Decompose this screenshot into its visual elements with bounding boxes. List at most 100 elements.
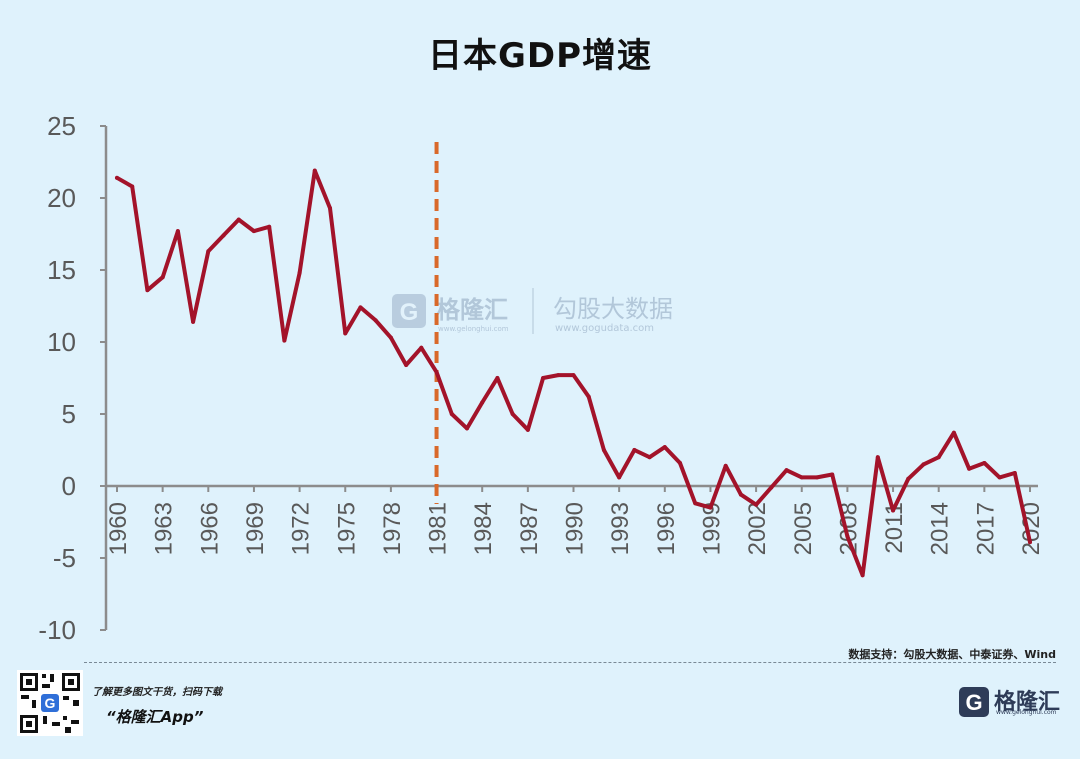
- data-point: [861, 573, 865, 577]
- gelonghui-logo-icon: G: [958, 686, 990, 718]
- y-tick-label: -5: [53, 543, 76, 573]
- x-tick-label: 1981: [425, 502, 452, 555]
- data-point: [511, 412, 515, 416]
- watermark-brand: 格隆汇: [436, 296, 508, 324]
- data-point: [572, 373, 576, 377]
- y-axis-ticks: 25 20 15 10 5 0 -5 -10: [38, 111, 106, 645]
- watermark: G 格隆汇 www.gelonghui.com 勾股大数据 www.goguda…: [392, 288, 673, 334]
- data-point: [556, 373, 560, 377]
- data-point: [617, 475, 621, 479]
- data-point: [708, 506, 712, 510]
- y-tick-label: 15: [47, 255, 76, 285]
- data-point: [906, 477, 910, 481]
- x-tick-label: 1975: [333, 502, 360, 555]
- x-tick-label: 1990: [562, 502, 589, 555]
- watermark-partner-url: www.gogudata.com: [555, 323, 654, 334]
- data-point: [648, 455, 652, 459]
- watermark-partner: 勾股大数据: [553, 295, 673, 323]
- data-point: [998, 475, 1002, 479]
- data-point: [1028, 540, 1032, 544]
- x-tick-label: 1972: [288, 502, 315, 555]
- data-point: [602, 448, 606, 452]
- data-point: [252, 229, 256, 233]
- data-point: [161, 275, 165, 279]
- svg-text:G: G: [45, 695, 56, 711]
- data-point: [480, 400, 484, 404]
- x-tick-label: 1960: [105, 502, 132, 555]
- x-tick-label: 1993: [607, 502, 634, 555]
- x-tick-label: 2014: [927, 502, 954, 555]
- data-point: [389, 336, 393, 340]
- data-point: [404, 363, 408, 367]
- y-tick-label: 20: [47, 183, 76, 213]
- data-point: [632, 448, 636, 452]
- data-point: [374, 318, 378, 322]
- x-tick-label: 1963: [151, 502, 178, 555]
- x-axis-ticks: 1960 1963 1966 1969 1972 1975 1978 1981 1984 1987…: [105, 486, 1045, 555]
- y-tick-label: 0: [62, 471, 76, 501]
- data-point: [450, 412, 454, 416]
- x-tick-label: 1996: [653, 502, 680, 555]
- y-tick-label: 25: [47, 111, 76, 141]
- data-point: [952, 431, 956, 435]
- data-point: [724, 464, 728, 468]
- x-tick-label: 2005: [790, 502, 817, 555]
- data-point: [222, 233, 226, 237]
- data-point: [343, 331, 347, 335]
- data-point: [845, 534, 849, 538]
- data-point: [967, 467, 971, 471]
- data-point: [176, 229, 180, 233]
- data-source: 数据支持：勾股大数据、中泰证券、Wind: [848, 646, 1056, 662]
- data-point: [663, 445, 667, 449]
- x-tick-label: 2002: [744, 502, 771, 555]
- data-point: [800, 475, 804, 479]
- data-point: [313, 169, 317, 173]
- brand-url: www.gelonghui.com: [996, 709, 1057, 716]
- data-point: [876, 455, 880, 459]
- data-point: [237, 218, 241, 222]
- data-point: [678, 461, 682, 465]
- data-point: [982, 461, 986, 465]
- y-tick-label: -10: [38, 615, 76, 645]
- data-point: [115, 176, 119, 180]
- data-point: [937, 455, 941, 459]
- x-tick-label: 1987: [516, 502, 543, 555]
- x-tick-label: 1966: [196, 502, 223, 555]
- x-tick-label: 1978: [379, 502, 406, 555]
- data-point: [921, 462, 925, 466]
- gelonghui-logo-icon: G: [392, 294, 426, 328]
- svg-text:G: G: [965, 690, 982, 715]
- promo-text: 了解更多图文干货，扫码下载: [92, 683, 222, 698]
- data-point: [830, 472, 834, 476]
- x-tick-label: 1969: [242, 502, 269, 555]
- data-point: [891, 508, 895, 512]
- data-point: [328, 206, 332, 210]
- data-point: [587, 395, 591, 399]
- data-point: [145, 288, 149, 292]
- data-point: [130, 184, 134, 188]
- promo-app-name[interactable]: “格隆汇App”: [106, 706, 203, 727]
- x-tick-label: 2017: [972, 502, 999, 555]
- data-point: [358, 305, 362, 309]
- data-point: [298, 271, 302, 275]
- data-point: [206, 249, 210, 253]
- data-point: [739, 493, 743, 497]
- data-point: [495, 376, 499, 380]
- data-point: [282, 339, 286, 343]
- footer-divider: [84, 662, 1056, 663]
- y-tick-label: 5: [62, 399, 76, 429]
- data-point: [267, 225, 271, 229]
- data-point: [191, 320, 195, 324]
- data-point: [526, 428, 530, 432]
- data-point: [754, 503, 758, 507]
- watermark-brand-url: www.gelonghui.com: [438, 325, 509, 333]
- data-point: [693, 501, 697, 505]
- data-point: [1013, 471, 1017, 475]
- data-point: [769, 485, 773, 489]
- brand-logo: G 格隆汇 www.gelonghui.com: [958, 684, 1058, 720]
- data-point: [419, 346, 423, 350]
- qr-code-icon[interactable]: G: [17, 670, 83, 736]
- x-tick-label: 1999: [698, 502, 725, 555]
- x-tick-label: 1984: [470, 502, 497, 555]
- data-point: [785, 468, 789, 472]
